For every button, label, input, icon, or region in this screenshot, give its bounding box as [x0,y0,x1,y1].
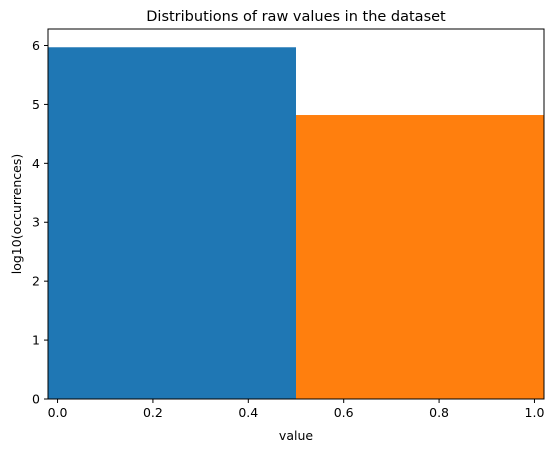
x-tick-label: 0.2 [143,405,163,420]
y-axis-label: log10(occurrences) [9,154,24,275]
x-tick-label: 0.8 [429,405,449,420]
axes-frame [47,28,545,400]
y-tick-label: 4 [32,156,40,171]
histogram-bar-1 [48,47,296,399]
y-tick-label: 2 [32,274,40,289]
x-tick-label: 1.0 [525,405,545,420]
bars-layer [48,47,544,400]
x-tick-label: 0.0 [48,405,68,420]
y-tick-label: 6 [32,38,40,53]
chart-title: Distributions of raw values in the datas… [146,9,446,25]
x-axis-ticks: 0.0 0.2 0.4 0.6 0.8 1.0 [48,399,545,420]
histogram-bar-2 [296,115,544,400]
y-tick-label: 5 [32,97,40,112]
x-axis-label: value [279,428,313,443]
x-tick-label: 0.4 [238,405,258,420]
y-tick-label: 0 [32,392,40,407]
y-tick-label: 1 [32,333,40,348]
y-axis-ticks: 0 1 2 3 4 5 6 [32,38,48,407]
y-tick-label: 3 [32,215,40,230]
x-tick-label: 0.6 [334,405,354,420]
